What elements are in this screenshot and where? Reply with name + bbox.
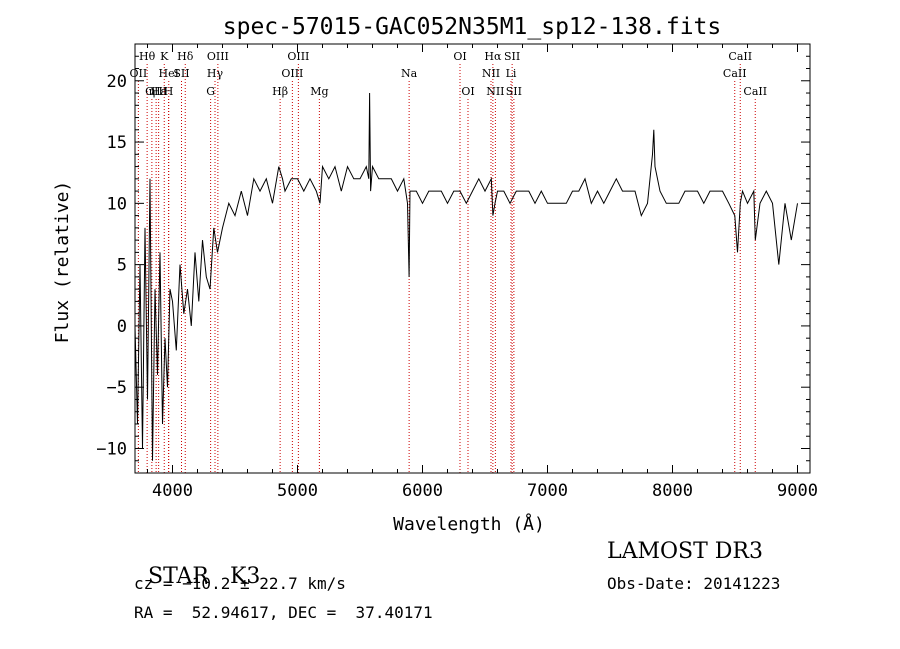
y-tick-label-4: 10 — [107, 194, 127, 214]
class-label: STAR — [148, 564, 209, 589]
x-tick-label-5: 9000 — [777, 481, 818, 501]
line-label-6: η — [149, 85, 156, 98]
line-label-24: Li — [506, 67, 517, 80]
y-tick-label-2: 0 — [117, 317, 127, 337]
line-label-13: Hβ — [272, 85, 288, 98]
line-label-16: Mg — [310, 85, 328, 98]
x-tick-label-1: 5000 — [277, 481, 318, 501]
line-label-27: CaII — [723, 67, 747, 80]
line-label-20: Hα — [484, 50, 502, 63]
line-label-28: CaII — [743, 85, 767, 98]
x-tick-label-4: 8000 — [652, 481, 693, 501]
x-tick-label-3: 7000 — [527, 481, 568, 501]
line-label-3: Hε — [151, 85, 167, 98]
line-label-15: OIII — [281, 67, 303, 80]
x-tick-label-0: 4000 — [152, 481, 193, 501]
y-tick-label-1: −5 — [107, 378, 127, 398]
plot-frame — [134, 43, 811, 474]
line-label-1: OII — [130, 67, 148, 80]
y-axis-label: Flux (relative) — [52, 181, 73, 344]
obs-date-label: Obs-Date: 20141223 — [607, 574, 781, 593]
redshift-label: cz = −10.2 ± 22.7 km/s — [134, 574, 346, 593]
series-line-0 — [134, 92, 798, 461]
line-label-8: SII — [173, 67, 189, 80]
line-label-7: H — [164, 85, 174, 98]
coordinates-label: RA = 52.94617, DEC = 37.40171 — [134, 603, 433, 622]
line-label-4: K — [160, 50, 169, 63]
chart-title: spec-57015-GAC052N35M1_sp12-138.fits — [223, 14, 722, 40]
spectrum-series — [134, 92, 798, 461]
line-label-9: Hδ — [177, 50, 194, 63]
line-label-23: SII — [504, 50, 520, 63]
y-tick-label-6: 20 — [107, 72, 127, 92]
y-tick-label-3: 5 — [117, 256, 127, 276]
line-label-5: HeI — [159, 67, 179, 80]
line-label-25: SII — [506, 85, 522, 98]
y-tick-label-5: 15 — [107, 133, 127, 153]
x-axis-label: Wavelength (Å) — [393, 513, 545, 535]
line-label-11: Hγ — [207, 67, 224, 80]
survey-label: LAMOST DR3 — [607, 539, 763, 564]
line-label-2: OIII — [145, 85, 167, 98]
line-label-18: OI — [453, 50, 466, 63]
line-label-17: Na — [401, 67, 418, 80]
axis-ticks: 4000 5000 6000 7000 8000 9000 −10 −5 0 5 10 15 20 — [96, 44, 818, 501]
line-label-21: NII — [482, 67, 500, 80]
subclass-label: K3 — [229, 564, 261, 589]
line-label-26: CaII — [728, 50, 752, 63]
x-tick-label-2: 6000 — [402, 481, 443, 501]
line-label-0: Hθ — [139, 50, 156, 63]
line-label-10: OIII — [207, 50, 229, 63]
line-label-22: NII — [486, 85, 504, 98]
line-label-14: OIII — [287, 50, 309, 63]
object-class: STAR K3 — [134, 539, 260, 589]
line-label-12: G — [206, 85, 215, 98]
y-tick-label-0: −10 — [96, 439, 127, 459]
line-label-19: OI — [461, 85, 474, 98]
